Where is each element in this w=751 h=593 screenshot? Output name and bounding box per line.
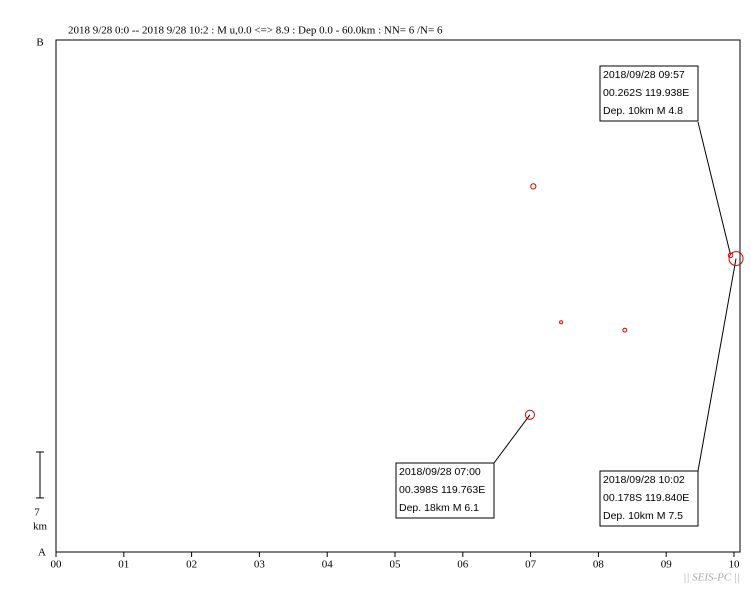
event-point xyxy=(530,183,537,190)
annotation-leader xyxy=(697,258,737,472)
x-tick-label: 09 xyxy=(661,559,673,571)
annotation-text: 2018/09/28 07:00 xyxy=(399,466,481,478)
x-tick-label: 00 xyxy=(51,559,63,571)
annotation-box xyxy=(599,470,699,527)
annotation-leader xyxy=(697,121,732,256)
x-tick-label: 08 xyxy=(593,559,605,571)
event-point xyxy=(727,252,734,259)
x-tick-label: 10 xyxy=(729,559,741,571)
x-tick-label: 01 xyxy=(118,559,129,571)
x-tick-label: 07 xyxy=(525,559,537,571)
annotation-text: Dep. 10km M 7.5 xyxy=(603,510,683,522)
annotation-text: Dep. 10km M 4.8 xyxy=(603,105,683,117)
scale-bar-value: 7 xyxy=(34,506,40,518)
plot-frame xyxy=(55,39,741,553)
annotation-text: 2018/09/28 09:57 xyxy=(603,69,685,81)
event-point xyxy=(524,409,535,420)
annotation-text: Dep. 18km M 6.1 xyxy=(399,502,479,514)
event-point xyxy=(622,327,628,333)
axis-end-label: B xyxy=(36,37,43,49)
annotation-box xyxy=(599,65,699,122)
axis-end-label: A xyxy=(38,547,46,559)
annotation-leader xyxy=(493,414,531,464)
x-tick-label: 02 xyxy=(186,559,197,571)
scale-bar-unit: km xyxy=(33,520,48,532)
event-point xyxy=(728,251,744,267)
x-tick-label: 06 xyxy=(457,559,469,571)
annotation-box xyxy=(395,462,495,519)
annotation-text: 00.398S 119.763E xyxy=(399,484,485,496)
annotation-text: 2018/09/28 10:02 xyxy=(603,474,685,486)
x-tick-label: 05 xyxy=(390,559,402,571)
chart-title: 2018 9/28 0:0 -- 2018 9/28 10:2 : M u,0.… xyxy=(68,25,443,37)
annotation-text: 00.262S 119.938E xyxy=(603,87,689,99)
footer: || SEIS-PC || xyxy=(683,572,740,584)
event-point xyxy=(559,320,564,325)
x-tick-label: 04 xyxy=(322,559,334,571)
annotation-text: 00.178S 119.840E xyxy=(603,492,689,504)
x-tick-label: 03 xyxy=(254,559,266,571)
